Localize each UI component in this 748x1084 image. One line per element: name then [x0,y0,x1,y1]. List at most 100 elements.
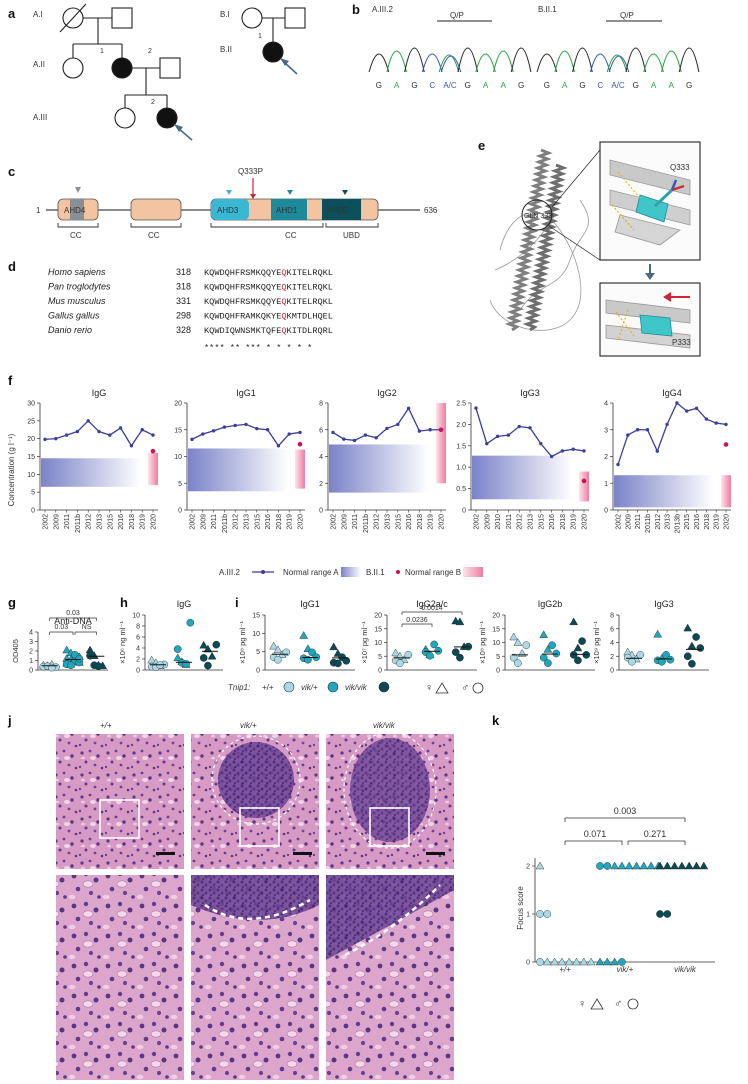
f-patient-a-point [675,401,679,405]
i-plot-2-male-point [552,649,561,658]
i-pval-0: 0.0236 [406,617,428,624]
zoom-box-wt [99,799,140,839]
f-y-tick-label: 5 [31,490,35,497]
pedigree-b1-male [284,7,306,29]
h-plot-male-point [204,661,212,670]
f-normal-range-b [721,475,731,508]
panel-c-label: c [8,164,15,179]
gen-label-a2: A.II [33,60,45,69]
legend-triangle [435,682,449,694]
k-female-point [586,957,596,966]
h-plot-male-point [212,640,221,649]
k-female-point [662,861,672,870]
i-plot-2-y-tick-label: 0 [496,668,500,675]
panel-j-label: j [7,713,12,728]
h-plot-y-tick-label: 0 [136,668,140,675]
f-patient-a-point [385,426,389,431]
f-patient-a-point [352,438,357,443]
f-patient-a-point [265,428,270,432]
f-x-tick-label: 2009 [625,514,632,530]
f-x-tick-label: 2018 [704,514,711,530]
i-plot-3-y-tick-label: 4 [610,640,614,647]
scale-bar-het [293,852,312,855]
f-patient-a-point [140,428,144,432]
f-patient-a-point [626,433,630,437]
species-sequence: KQWDQHFRAMKQKYEQKMTDLHQEL [204,312,333,322]
f-x-tick-label: 2016 [406,514,413,530]
g-plot-male-point [67,661,75,670]
f-patient-a-point [495,434,500,439]
base-call: G [376,81,382,90]
panel-k-focus-score: k Focus score 0 1 2 +/+ vik/+ vik/vik 0.003 0.0… [492,713,715,1010]
legend-wt-label: +/+ [262,683,274,692]
g-plot-y-tick-label: 3 [29,639,33,646]
i-bracket-0 [401,611,463,615]
f-x-tick-label: 2013 [665,514,672,530]
f-patient-a-point [528,426,532,430]
f-x-tick-label: 2016 [118,514,125,530]
g-bracket-2 [74,631,97,635]
i-plot-1-female-point [391,648,401,657]
f-patient-a-point [616,462,620,467]
legend-b-dot [396,570,400,574]
histo-wt-zoom [56,875,184,1080]
trace-peak [421,53,443,73]
f-y-tick-label: 1 [604,481,608,488]
ind-a3-2: 2 [151,99,155,106]
f-y-tick-label: 0 [462,508,466,515]
bracket-cc-1-label: CC [70,231,82,240]
f-y-tick-label: 0 [604,508,608,515]
codon-label-b: Q/P [620,11,634,20]
pedigree-a1-male [111,7,133,29]
f-x-tick-label: 2020 [151,514,158,530]
f-patient-a-point [428,428,432,432]
f-x-tick-label: 2009 [53,514,60,530]
i-plot-3-male-point [696,644,705,652]
h-plot-y-tick-label: 4 [136,646,140,653]
domain-ahd4-label: AHD4 [64,206,86,215]
i-plot-0-male-point [334,659,342,668]
g-pval-1: 0.03 [55,624,69,631]
trace-b-label: B.II.1 [538,5,557,14]
ind-b2-1: 1 [258,33,262,40]
panel-i-label: i [235,595,239,610]
species-name: Gallus gallus [48,311,100,321]
species-name: Pan troglodytes [48,282,111,292]
k-male-point [663,910,672,918]
f-x-tick-label: 2011b [645,514,652,533]
kink-arrow [663,292,690,302]
i-plot-3-male-point [658,657,666,666]
base-call: A [651,81,657,90]
k-female-point [632,861,641,870]
hom-lymphoid-focus [350,738,430,842]
legend-female-symbol: ♀ [425,682,433,694]
i-plot-1-male-point [456,653,464,662]
k-bracket-2 [627,840,686,845]
panel-k-label: k [492,713,500,728]
legend-male-symbol: ♂ [461,682,469,694]
base-call: A [483,81,489,90]
h-plot-title: IgG [177,599,192,609]
domain-ahd2-label: AHD2 [327,206,349,215]
k-x-label: vik/vik [674,965,697,974]
legend-hom-swatch [378,681,390,693]
i-plot-2-ylabel: ×10⁸ pg ml⁻¹ [478,621,487,664]
f-normal-range-b [295,449,305,489]
f-patient-a-point [474,406,478,410]
panel-d-alignment: d Homo sapiens 318 KQWDQHFRSMKQQYEQKITELRQ… [8,259,333,353]
f-patient-a-point [560,449,565,453]
f-patient-a-point [211,429,216,433]
gln-label: GLN 333 [524,213,552,220]
pedigree-a3-2-affected [156,107,178,129]
i-plot-0-female-point [269,641,279,650]
i-plot-2-title: IgG2b [538,599,563,609]
g-plot-male-point [47,663,56,672]
f-patient-a-point [665,422,669,427]
k-female-point [677,861,687,870]
f-patient-a-point [417,429,422,433]
f-patient-a-point [151,433,155,437]
f-normal-range-b [579,471,589,502]
panel-d-label: d [8,259,16,274]
panel-c-domains: c 1 636 AHD4 AHD3 AHD1 AHD2 Q333P CC CC … [8,164,438,240]
i-plot-0-y-tick-label: 15 [252,613,260,620]
